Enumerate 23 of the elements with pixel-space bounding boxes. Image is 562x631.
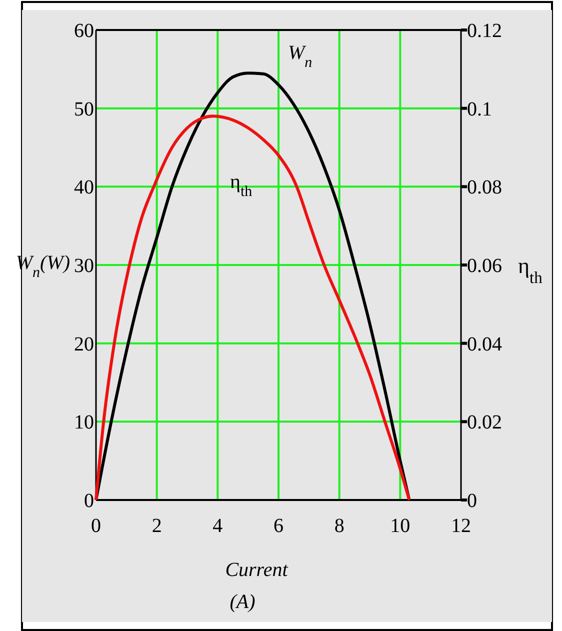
y-tick-label: 10 xyxy=(74,412,94,434)
y2-tick-label: 0.1 xyxy=(467,98,492,120)
y2-tick-label: 0.04 xyxy=(467,333,502,356)
y-tick-label: 60 xyxy=(74,20,94,42)
x-tick-label: 8 xyxy=(334,515,344,537)
y2-tick-label: 0.06 xyxy=(467,255,502,277)
y-tick-label: 50 xyxy=(74,98,94,120)
y-tick-label: 20 xyxy=(74,333,94,356)
x-tick-label: 6 xyxy=(274,515,284,537)
y-tick-label: 30 xyxy=(74,255,94,277)
x-tick-label: 12 xyxy=(451,515,471,537)
x-axis-title: Current (A) xyxy=(225,559,288,613)
series-label: W$_{n}$ xyxy=(288,42,312,72)
y2-tick-label: 0 xyxy=(467,490,477,512)
y2-tick-label: 0.02 xyxy=(467,412,502,434)
x-tick-label: 4 xyxy=(212,515,223,537)
x-tick-label: 2 xyxy=(152,515,162,537)
y-tick-label: 0 xyxy=(84,490,94,512)
y2-tick-label: 0.08 xyxy=(467,176,502,199)
y2-axis-title: η$_{th}$ xyxy=(518,253,544,286)
y-tick-label: 40 xyxy=(74,176,94,199)
x-tick-label: 10 xyxy=(390,515,410,537)
y2-tick-label: 0.12 xyxy=(467,20,502,42)
